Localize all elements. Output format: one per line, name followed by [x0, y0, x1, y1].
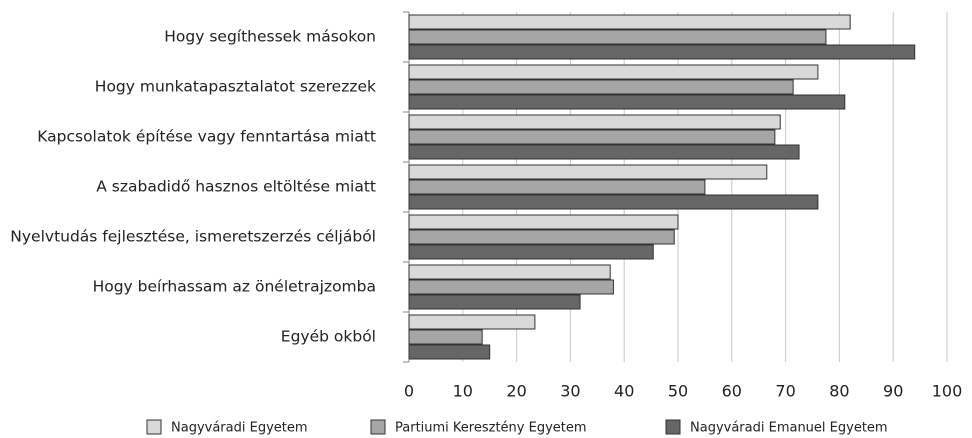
legend-swatch [370, 419, 386, 435]
y-tick-label: Egyéb okból [281, 328, 376, 346]
bar [408, 279, 614, 295]
legend-label: Partiumi Keresztény Egyetem [395, 421, 587, 436]
x-tick-label: 40 [614, 382, 634, 401]
bar [408, 129, 776, 145]
bar [408, 164, 768, 180]
x-tick-label: 20 [506, 382, 526, 401]
y-tick-label: Nyelvtudás fejlesztése, ismeretszerzés c… [10, 228, 376, 246]
x-tick-label: 10 [453, 382, 473, 401]
bar [408, 229, 675, 245]
bar [408, 194, 819, 210]
bar [408, 344, 491, 360]
x-tick-label: 70 [775, 382, 795, 401]
bar [408, 214, 679, 230]
bar [408, 179, 706, 195]
x-tick-label: 90 [883, 382, 903, 401]
y-tick-label: Hogy beírhassam az önéletrajzomba [93, 278, 376, 296]
legend-swatch [665, 419, 681, 435]
bar [408, 94, 846, 110]
y-tick-label: A szabadidő hasznos eltöltése miatt [96, 178, 376, 196]
y-tick-label: Hogy segíthessek másokon [164, 28, 376, 46]
bar [408, 264, 611, 280]
y-tick-label: Kapcsolatok építése vagy fenntartása mia… [37, 128, 376, 146]
bar [408, 114, 781, 130]
bar [408, 244, 654, 260]
bar [408, 314, 536, 330]
bar [408, 44, 916, 60]
bar [408, 329, 483, 345]
bar [408, 14, 851, 30]
x-tick-label: 0 [404, 382, 414, 401]
x-tick-label: 100 [932, 382, 963, 401]
legend-swatch [146, 419, 162, 435]
y-tick-label: Hogy munkatapasztalatot szerezzek [95, 78, 376, 96]
bar [408, 29, 827, 45]
bar [408, 64, 819, 80]
bar [408, 294, 581, 310]
x-tick-label: 30 [560, 382, 580, 401]
x-tick-label: 80 [829, 382, 849, 401]
bar [408, 144, 800, 160]
legend-label: Nagyváradi Emanuel Egyetem [690, 421, 888, 436]
x-tick-label: 60 [722, 382, 742, 401]
x-tick-label: 50 [668, 382, 688, 401]
bar [408, 79, 794, 95]
legend-label: Nagyváradi Egyetem [171, 421, 308, 436]
